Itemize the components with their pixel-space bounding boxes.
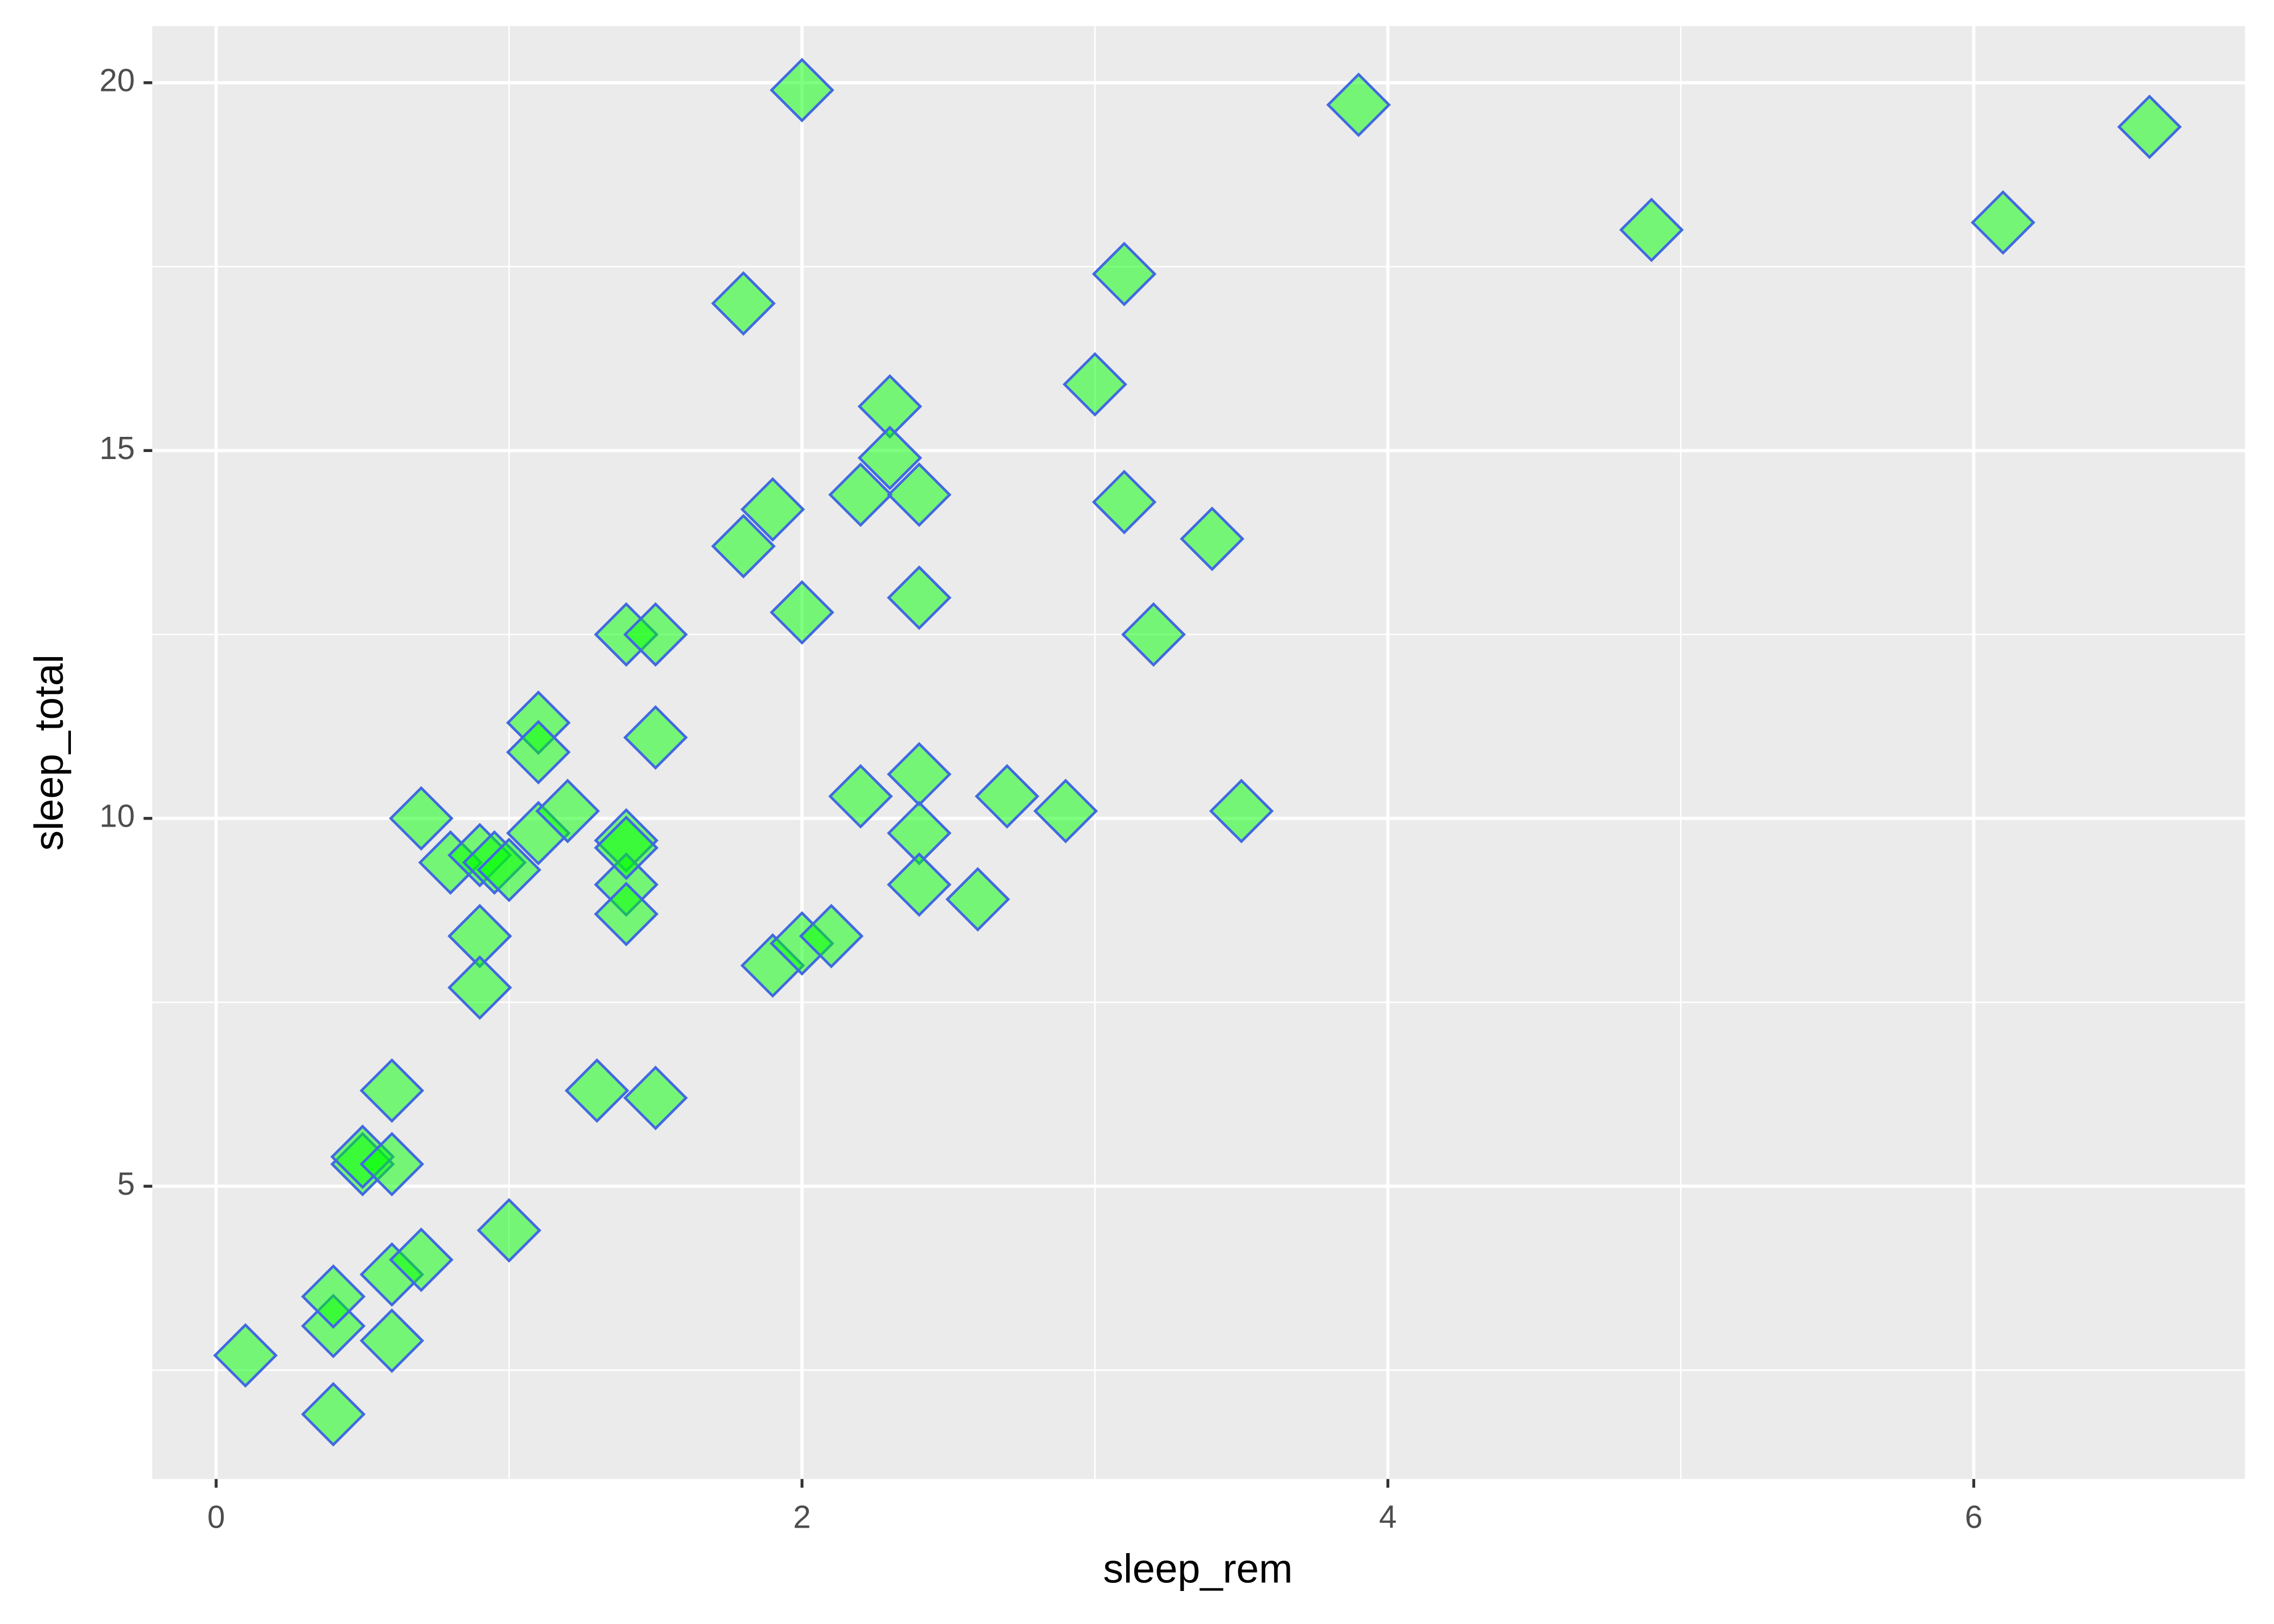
- point: [593, 815, 659, 880]
- point: [828, 462, 893, 527]
- point: [476, 1198, 541, 1263]
- point: [887, 852, 952, 917]
- point: [1062, 352, 1127, 417]
- point: [857, 425, 923, 490]
- point: [593, 881, 659, 947]
- point: [213, 1323, 278, 1388]
- point: [1092, 241, 1157, 306]
- point: [564, 1058, 630, 1123]
- point: [945, 867, 1010, 932]
- x-tick-label: 2: [793, 1500, 811, 1535]
- y-axis-title: sleep_total: [26, 654, 71, 851]
- point: [300, 1381, 366, 1447]
- point: [506, 719, 571, 785]
- point: [887, 565, 952, 630]
- x-tick-label: 6: [1965, 1500, 1983, 1535]
- point: [300, 1264, 366, 1329]
- point: [799, 903, 864, 968]
- y-tick-label: 10: [100, 798, 135, 834]
- point: [711, 514, 776, 579]
- y-tick-label: 15: [100, 431, 135, 466]
- point: [1121, 602, 1186, 667]
- point: [623, 1065, 688, 1130]
- panel: [152, 26, 2245, 1479]
- y-tick-label: 5: [117, 1167, 135, 1202]
- point: [887, 462, 952, 527]
- point: [1180, 506, 1245, 572]
- point: [740, 477, 805, 542]
- point: [623, 602, 688, 667]
- point: [769, 580, 834, 645]
- point: [769, 57, 834, 123]
- point: [1092, 469, 1157, 535]
- point: [623, 705, 688, 770]
- point: [1619, 197, 1684, 263]
- point: [535, 778, 600, 843]
- x-axis-title: sleep_rem: [1103, 1546, 1292, 1591]
- point: [1033, 778, 1098, 843]
- point: [711, 271, 776, 336]
- point: [476, 837, 541, 902]
- x-tick-label: 4: [1379, 1500, 1397, 1535]
- point: [360, 1058, 424, 1123]
- x-tick-label: 0: [207, 1500, 225, 1535]
- point: [1326, 72, 1391, 137]
- point: [360, 1131, 424, 1197]
- y-tick-label: 20: [100, 63, 135, 98]
- point: [975, 764, 1040, 829]
- point: [360, 1308, 424, 1373]
- point: [1209, 778, 1274, 843]
- point: [389, 1227, 454, 1292]
- point: [2117, 94, 2182, 160]
- point: [389, 786, 454, 851]
- point: [1970, 190, 2036, 255]
- point: [828, 764, 893, 829]
- point: [447, 955, 512, 1020]
